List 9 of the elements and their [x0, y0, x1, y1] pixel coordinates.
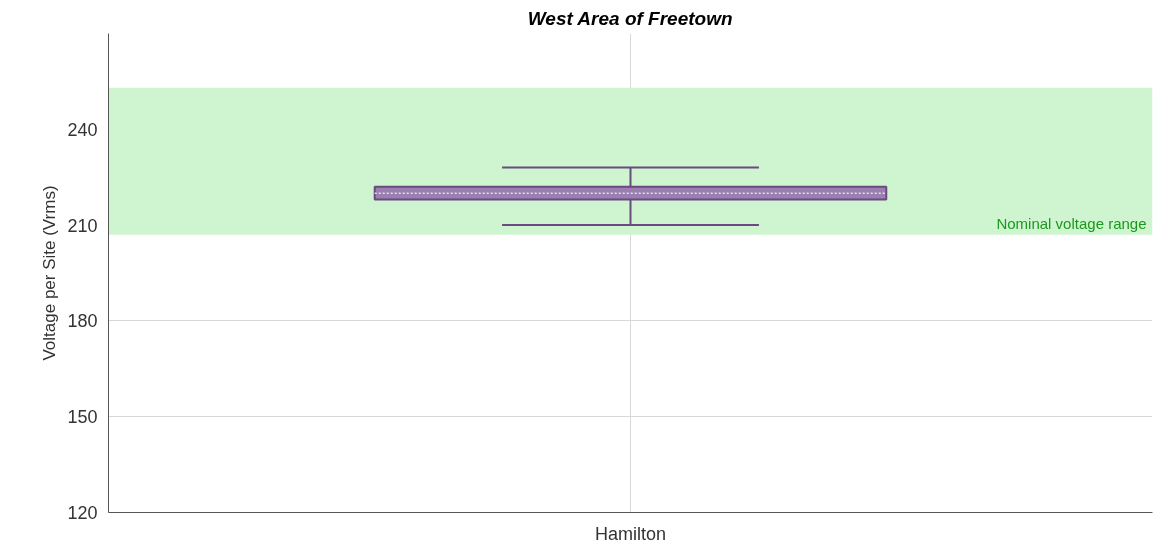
- y-axis-title: Voltage per Site (Vrms): [40, 185, 60, 361]
- band-label: Nominal voltage range: [996, 214, 1147, 232]
- y-tick-label: 120: [67, 503, 98, 523]
- y-tick-label: 180: [67, 311, 98, 332]
- y-tick-label: 240: [67, 119, 98, 140]
- y-tick-label: 210: [67, 215, 98, 236]
- x-tick-label: Hamilton: [594, 523, 667, 544]
- y-tick-label: 150: [67, 407, 98, 428]
- chart-title: West Area of Freetown: [527, 7, 733, 29]
